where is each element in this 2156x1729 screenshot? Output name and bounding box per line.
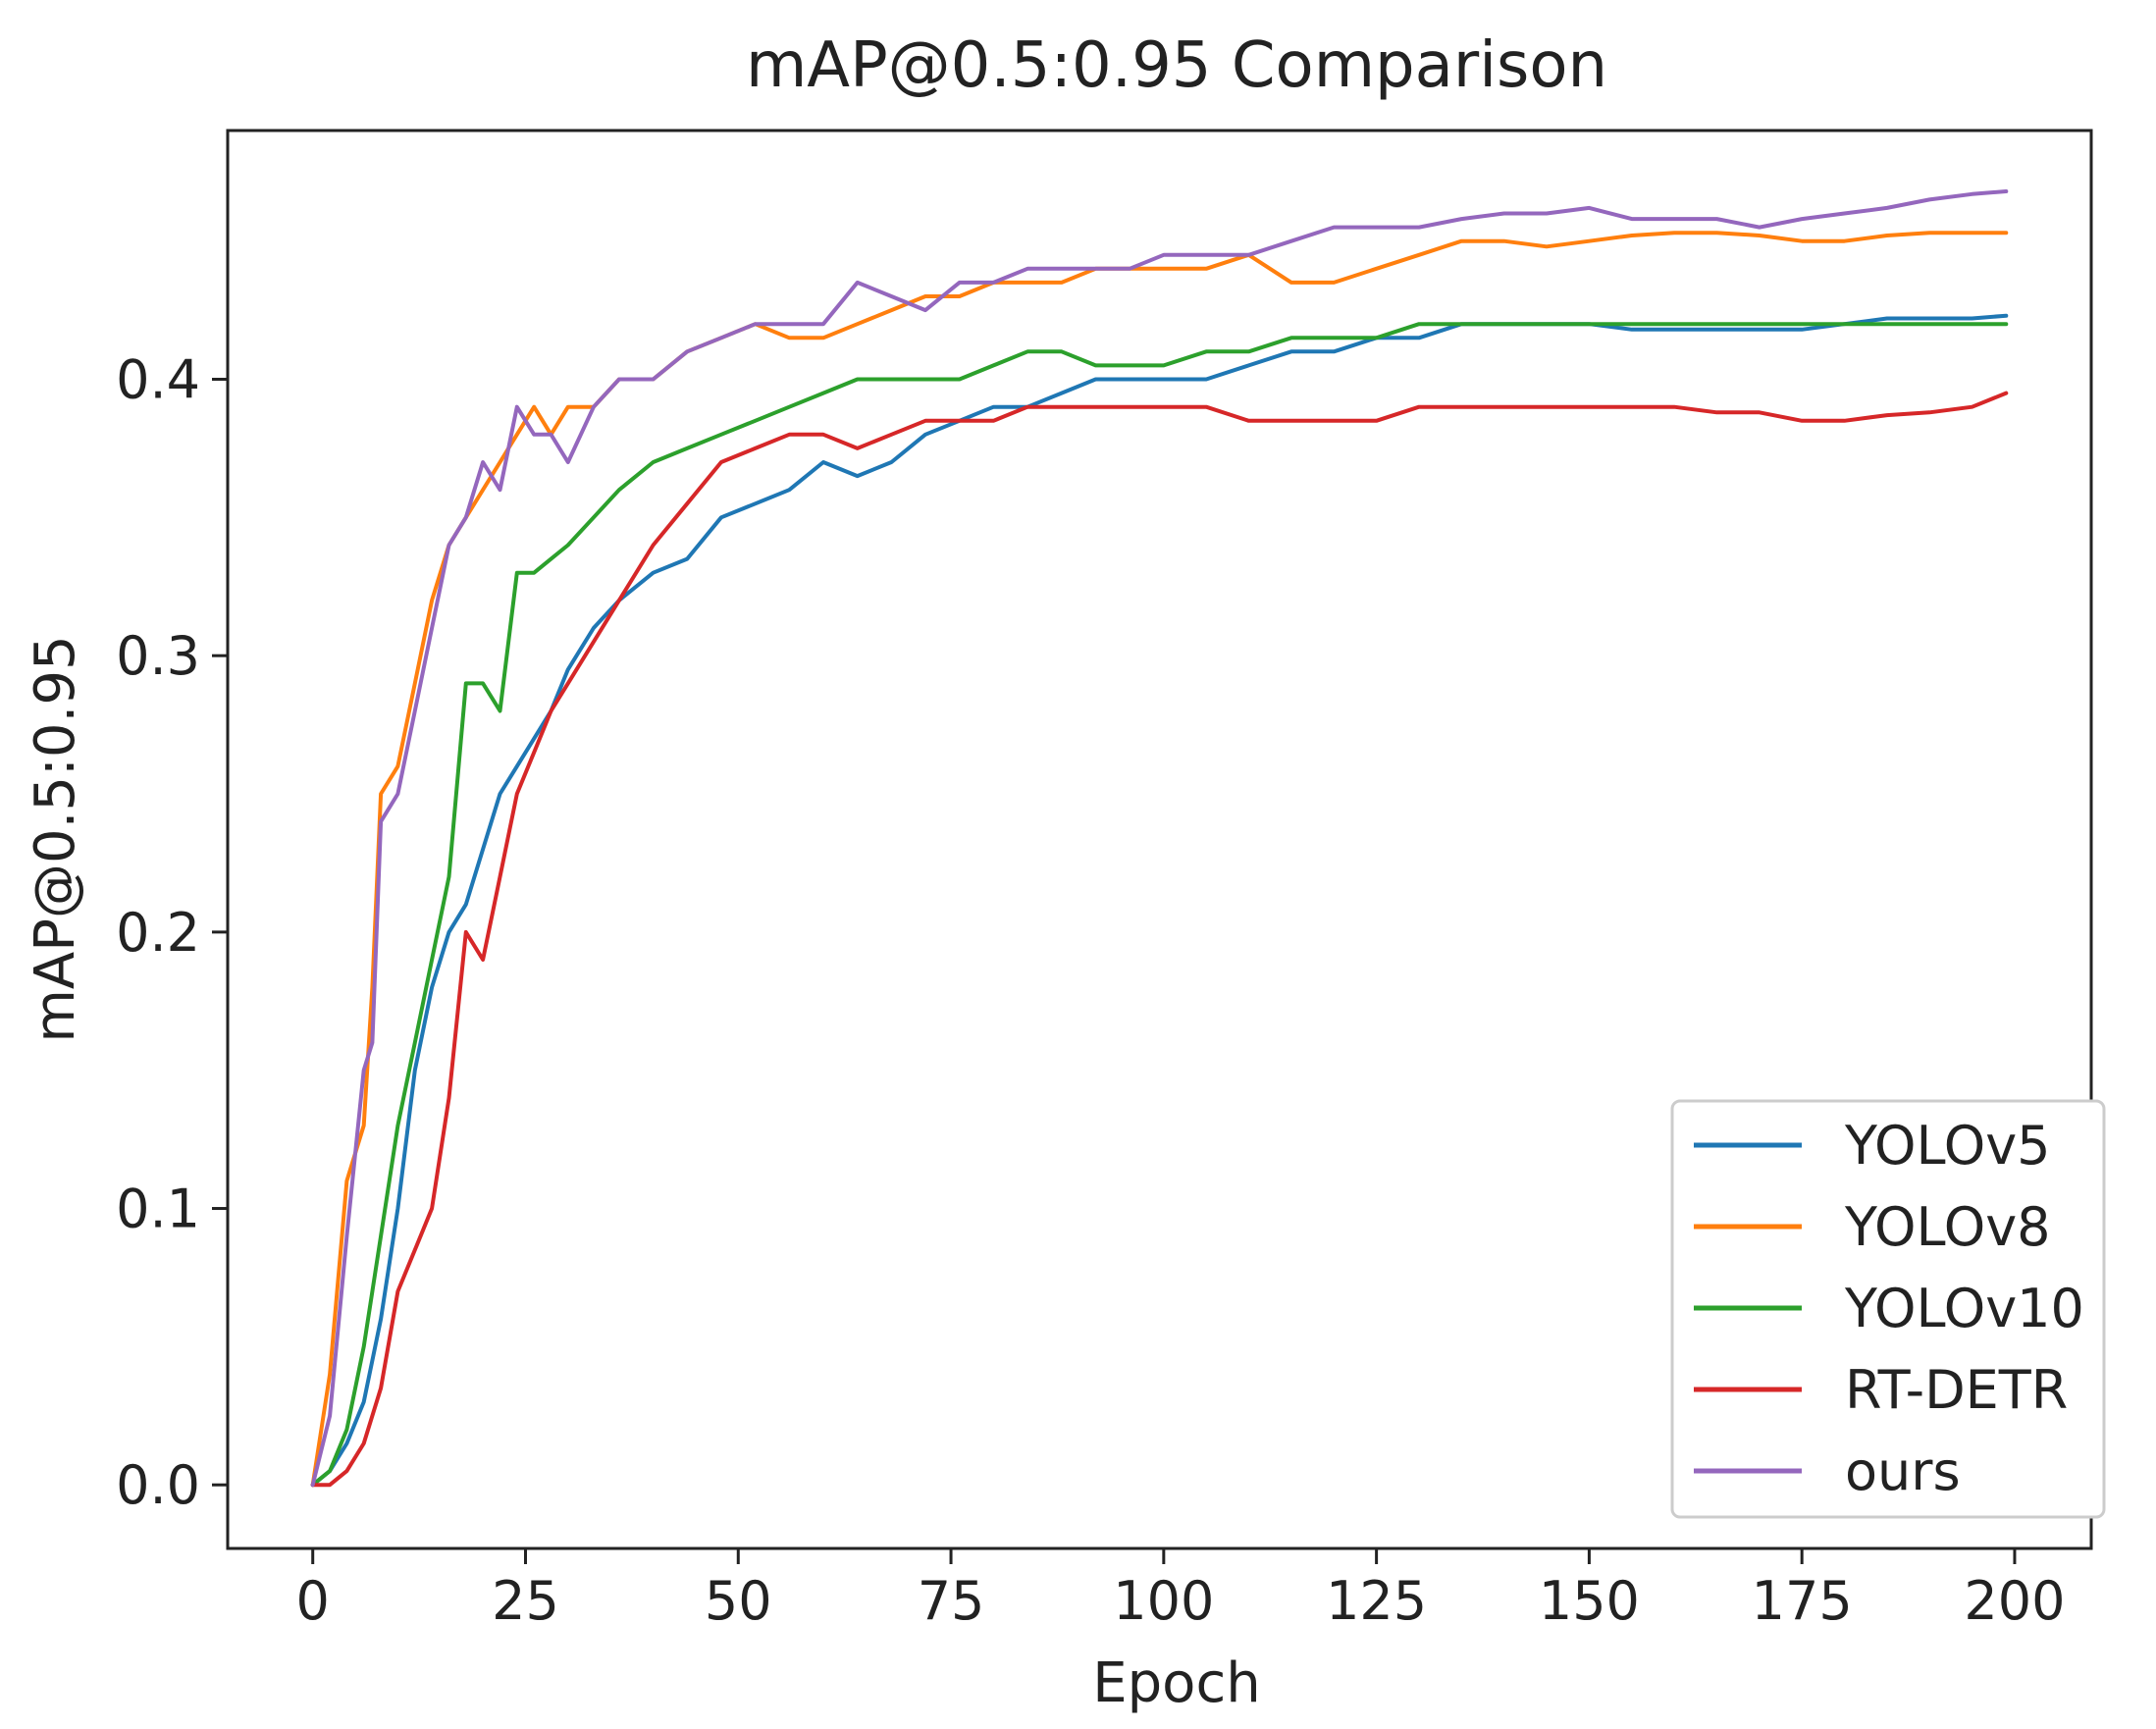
plot-lines bbox=[310, 189, 2009, 1488]
legend-box bbox=[1670, 1099, 2106, 1519]
x-tick-label: 0 bbox=[296, 1570, 330, 1632]
y-tick-label: 0.0 bbox=[116, 1454, 200, 1516]
x-tick-label: 200 bbox=[1964, 1570, 2065, 1632]
chart-title: mAP@0.5:0.95 Comparison bbox=[746, 29, 1607, 102]
legend-label: YOLOv8 bbox=[1844, 1196, 2051, 1258]
x-axis-label: Epoch bbox=[1092, 1651, 1260, 1715]
y-axis: 0.0 0.1 0.2 0.3 0.4 bbox=[116, 349, 228, 1516]
x-tick-label: 125 bbox=[1326, 1570, 1427, 1632]
legend-label: ours bbox=[1845, 1441, 1961, 1502]
y-tick-label: 0.1 bbox=[116, 1179, 200, 1240]
x-tick-label: 150 bbox=[1539, 1570, 1640, 1632]
legend-label: RT-DETR bbox=[1845, 1359, 2068, 1421]
y-tick-label: 0.3 bbox=[116, 625, 200, 687]
x-tick-label: 50 bbox=[705, 1570, 772, 1632]
series-line-yolov10 bbox=[310, 322, 2009, 1488]
plot-frame bbox=[226, 129, 2093, 1550]
series-line-yolov5 bbox=[310, 313, 2009, 1488]
series-line-ours bbox=[310, 189, 2009, 1488]
x-tick-label: 75 bbox=[918, 1570, 985, 1632]
x-tick-label: 100 bbox=[1113, 1570, 1214, 1632]
x-tick-label: 25 bbox=[492, 1570, 559, 1632]
legend-items: YOLOv5 YOLOv8 YOLOv10 RT-DETR ours bbox=[1694, 1115, 2084, 1502]
x-axis: 0 25 50 75 100 125 150 175 200 bbox=[296, 1548, 2065, 1632]
legend: YOLOv5 YOLOv8 YOLOv10 RT-DETR ours bbox=[1670, 1099, 2106, 1519]
y-tick-label: 0.4 bbox=[116, 349, 200, 411]
y-tick-label: 0.2 bbox=[116, 902, 200, 964]
series-line-rt-detr bbox=[310, 391, 2009, 1488]
y-axis-label: mAP@0.5:0.95 bbox=[24, 635, 87, 1042]
legend-label: YOLOv10 bbox=[1844, 1278, 2084, 1339]
legend-label: YOLOv5 bbox=[1844, 1115, 2051, 1177]
x-tick-label: 175 bbox=[1752, 1570, 1853, 1632]
